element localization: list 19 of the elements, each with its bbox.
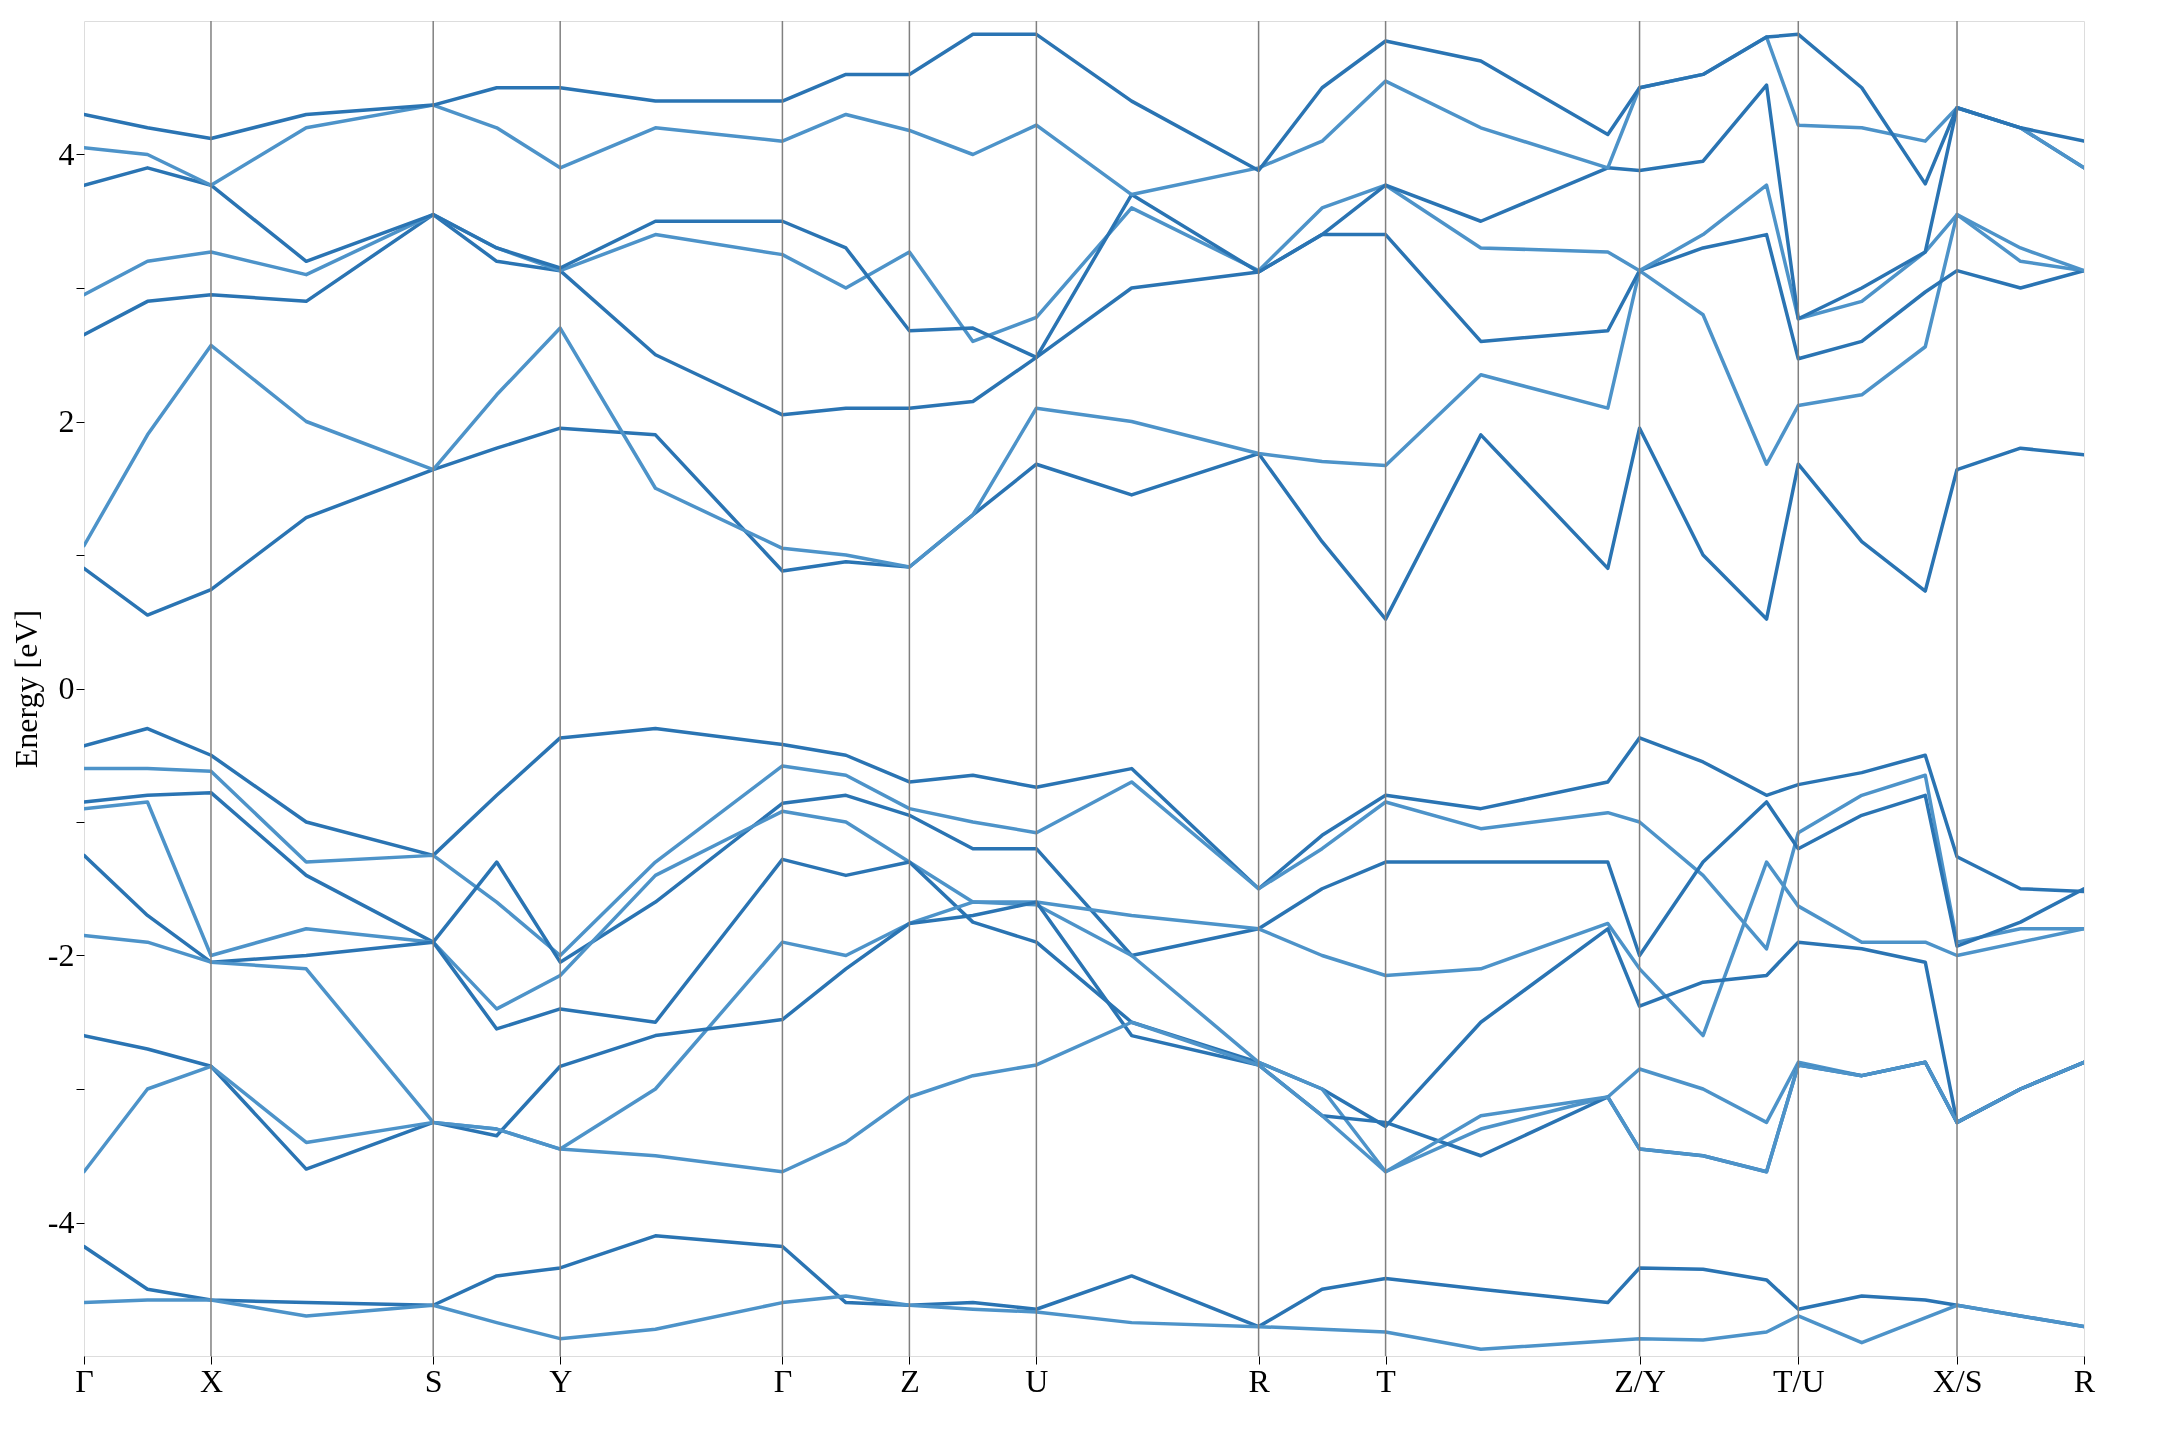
x-tick-label: R <box>2073 1362 2096 1399</box>
y-tick-label: 2 <box>58 403 75 439</box>
x-tick-label: S <box>424 1362 443 1399</box>
y-tick-label: 0 <box>58 670 75 706</box>
x-tick-label: R <box>1248 1362 1271 1399</box>
x-tick-label: Z <box>900 1362 920 1399</box>
x-tick-label: X <box>199 1362 224 1399</box>
x-tick-label: T/U <box>1773 1362 1825 1399</box>
x-tick-label: T <box>1376 1362 1397 1399</box>
x-tick-label: Y <box>549 1362 573 1399</box>
x-tick-label: Z/Y <box>1614 1362 1666 1399</box>
y-tick-label: -4 <box>47 1204 75 1240</box>
y-tick-label: -2 <box>47 937 75 973</box>
x-tick-label: X/S <box>1932 1362 1983 1399</box>
x-tick-label: Γ <box>75 1362 94 1399</box>
x-tick-label: Γ <box>773 1362 793 1399</box>
x-tick-label: U <box>1025 1362 1049 1399</box>
y-axis-title: Energy [eV] <box>7 609 44 769</box>
y-tick-label: 4 <box>58 136 75 172</box>
